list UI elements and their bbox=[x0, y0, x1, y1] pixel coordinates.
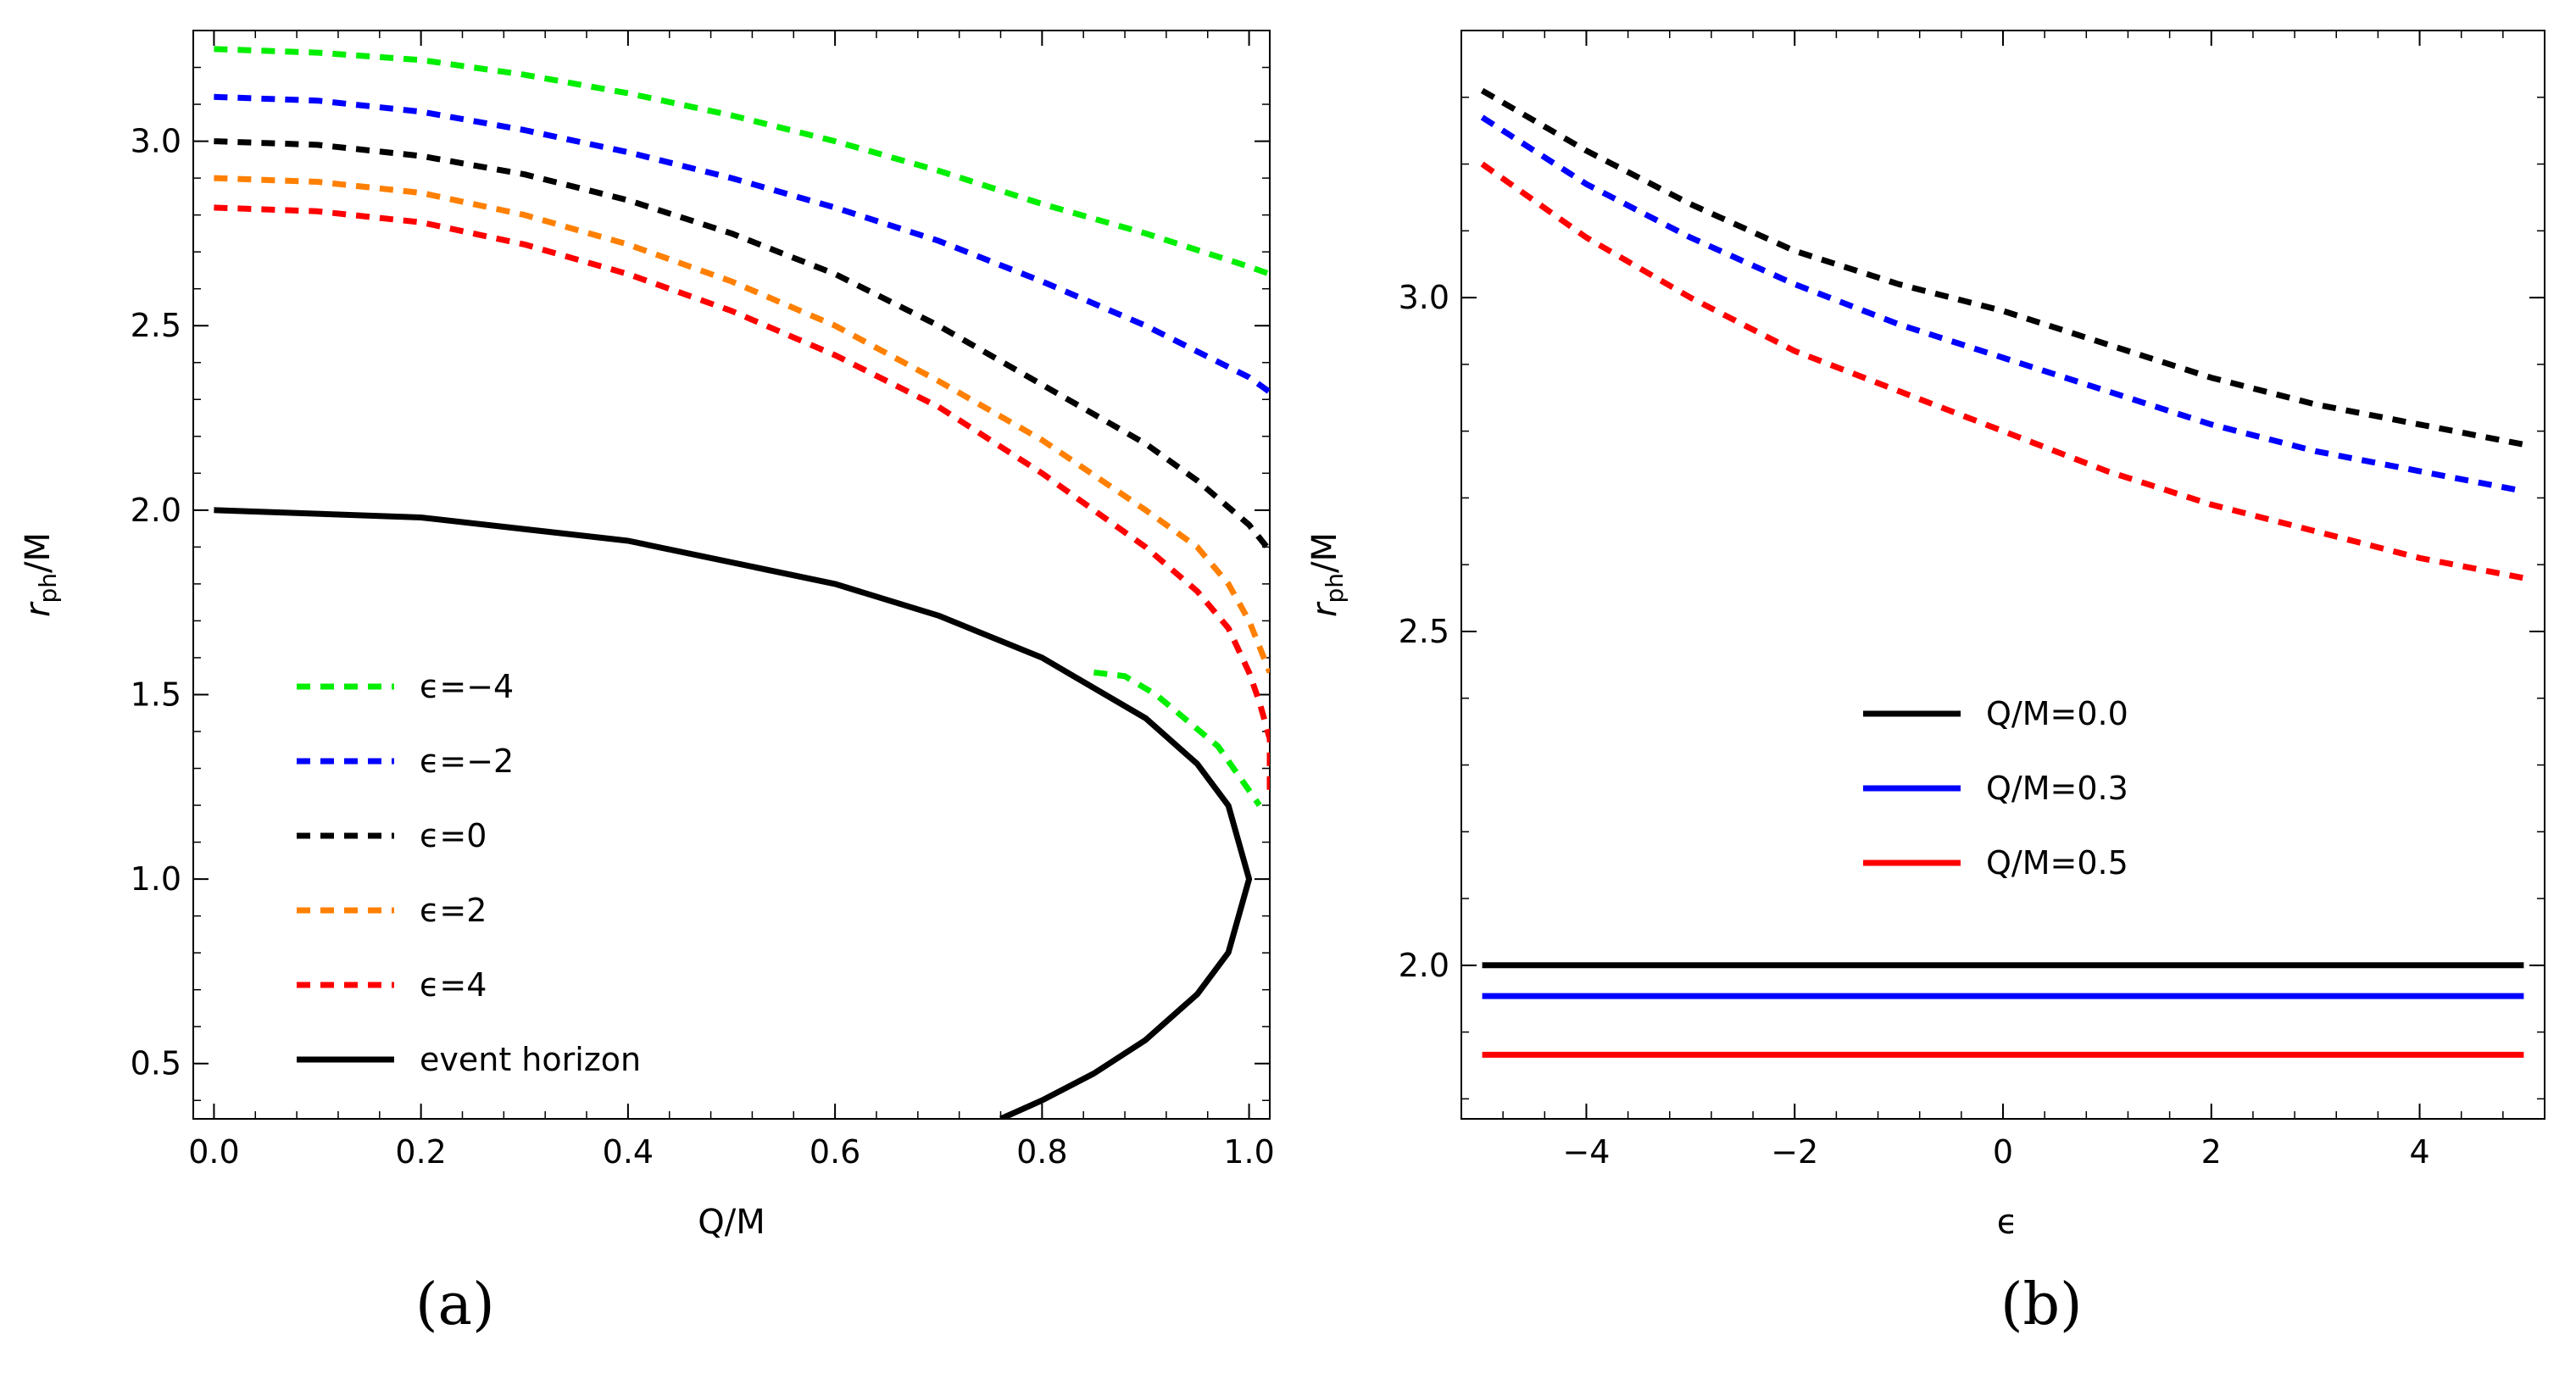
series-line-q-m-0-0-photon-sphere bbox=[1480, 87, 2525, 448]
y-tick-label: 1.5 bbox=[131, 676, 181, 713]
plot-area bbox=[1480, 87, 2525, 1058]
y-axis-label: rph/M bbox=[19, 532, 62, 617]
series-line-4 bbox=[214, 46, 1270, 277]
y-tick-label: 1.0 bbox=[131, 860, 181, 898]
x-tick-label: 4 bbox=[2409, 1133, 2429, 1171]
x-tick-label: 0.4 bbox=[603, 1133, 654, 1171]
x-tick-label: 0.0 bbox=[188, 1133, 239, 1171]
panel-a-chart: 0.0 0.2 0.4 0.6 0.8 1.0 0.5 1.0 1.5 2.0 2.5 3.0 Q/M r… bbox=[19, 30, 1275, 1242]
y-tick-label: 3.0 bbox=[131, 123, 181, 160]
x-axis-label: Q/M bbox=[698, 1203, 765, 1242]
legend-label-q-m-0-0: Q/M=0.0 bbox=[1986, 695, 2128, 732]
legend-label-0: ϵ=0 bbox=[420, 817, 487, 854]
x-tick-label: 0.8 bbox=[1016, 1133, 1067, 1171]
series-line-2 bbox=[214, 93, 1270, 395]
y-tick-label: 2.5 bbox=[131, 307, 181, 344]
x-tick-label: 0 bbox=[1993, 1133, 2013, 1171]
legend-label-2: ϵ=−2 bbox=[420, 743, 514, 780]
series-line-q-m-0-3-photon-sphere bbox=[1480, 114, 2525, 494]
series-line-event-horizon bbox=[214, 507, 1253, 1119]
series-line-0 bbox=[214, 138, 1270, 553]
x-tick-label: 2 bbox=[2201, 1133, 2222, 1171]
panel-label-b: (b) bbox=[2000, 1271, 2083, 1338]
plot-frame bbox=[192, 30, 1271, 1120]
legend-label-q-m-0-5: Q/M=0.5 bbox=[1986, 844, 2128, 882]
x-tick-label: 1.0 bbox=[1223, 1133, 1274, 1171]
panel-b-chart: −4 −2 0 2 4 2.0 2.5 3.0 ϵ rph/M Q/M=0.0 Q/M=0.3 Q/M=… bbox=[1305, 30, 2545, 1242]
legend-label-2: ϵ=2 bbox=[420, 892, 487, 929]
y-tick-label: 2.5 bbox=[1399, 613, 1449, 650]
y-axis-label: rph/M bbox=[1305, 532, 1349, 617]
x-axis-label: ϵ bbox=[1997, 1203, 2018, 1242]
legend-label-event-horizon: event horizon bbox=[420, 1041, 641, 1078]
x-tick-label: −2 bbox=[1771, 1133, 1818, 1171]
y-tick-label: 3.0 bbox=[1399, 279, 1449, 316]
panel-label-a: (a) bbox=[415, 1271, 495, 1338]
legend-label-4: ϵ=−4 bbox=[420, 668, 514, 705]
plot-frame bbox=[1460, 30, 2545, 1120]
series-line-4 bbox=[214, 204, 1270, 798]
series-line-4-inner bbox=[1093, 669, 1262, 808]
legend-label-4: ϵ=4 bbox=[420, 966, 487, 1004]
series-line-q-m-0-5-photon-sphere bbox=[1480, 161, 2525, 581]
y-tick-label: 2.0 bbox=[1399, 947, 1449, 984]
plot-area bbox=[214, 46, 1270, 1119]
y-tick-label: 0.5 bbox=[131, 1045, 181, 1082]
y-tick-label: 2.0 bbox=[131, 492, 181, 529]
legend-label-q-m-0-3: Q/M=0.3 bbox=[1986, 770, 2128, 807]
series-line-2 bbox=[214, 175, 1270, 674]
x-tick-label: −4 bbox=[1562, 1133, 1610, 1171]
x-tick-label: 0.6 bbox=[810, 1133, 860, 1171]
x-tick-label: 0.2 bbox=[395, 1133, 446, 1171]
